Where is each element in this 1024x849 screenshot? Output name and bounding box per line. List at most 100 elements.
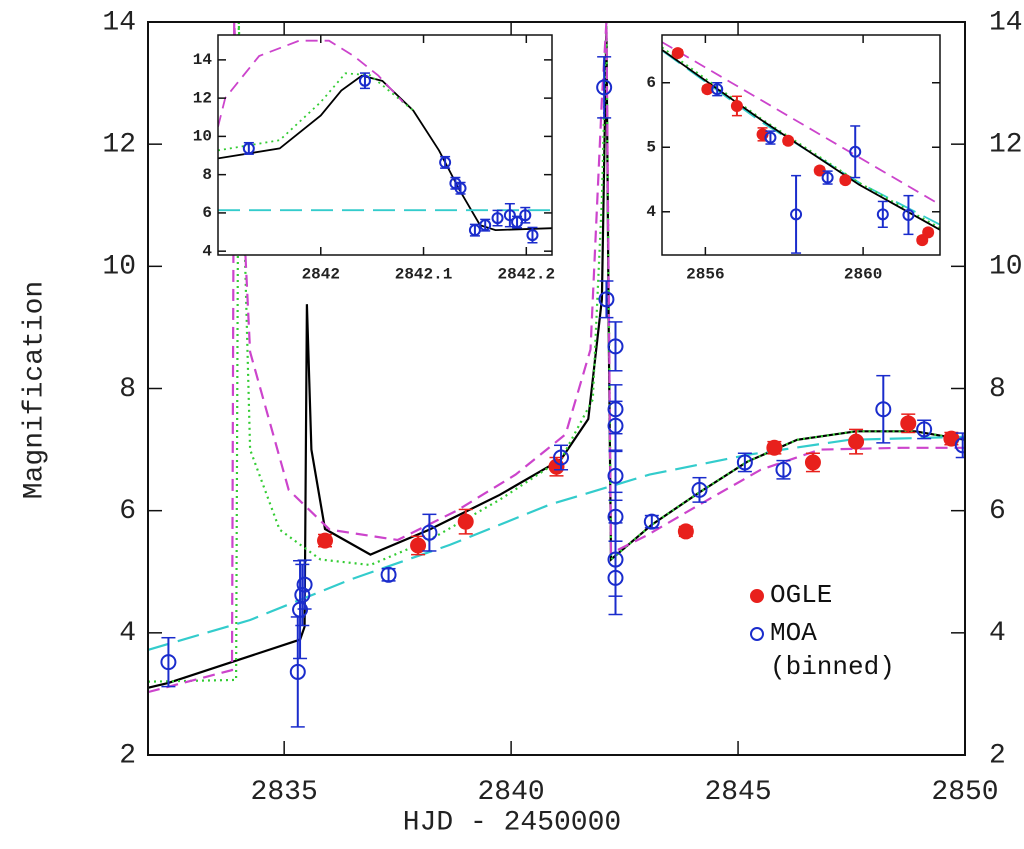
filled-point xyxy=(804,454,821,471)
model-curve xyxy=(662,41,940,206)
open-point xyxy=(421,524,438,541)
y-tick-label-right: 4 xyxy=(989,618,1006,649)
legend-marker xyxy=(750,589,764,603)
open-point xyxy=(607,569,624,586)
open-point xyxy=(439,156,452,169)
filled-point xyxy=(671,47,684,60)
open-point xyxy=(764,131,777,144)
filled-point xyxy=(900,415,917,432)
open-point xyxy=(289,663,306,680)
legend-item: OGLE xyxy=(748,578,928,612)
open-point xyxy=(596,79,613,96)
plot-area xyxy=(218,39,552,244)
open-point xyxy=(526,229,539,242)
open-point xyxy=(643,513,660,530)
open-point xyxy=(598,291,615,308)
filled-point xyxy=(701,83,714,96)
open-point xyxy=(954,437,965,454)
axes-frame xyxy=(217,34,553,256)
x-tick-label: 2835 xyxy=(251,777,318,808)
model-curve xyxy=(218,39,404,128)
open-point xyxy=(607,467,624,484)
model-curve xyxy=(662,49,940,231)
y-tick-label: 2 xyxy=(119,740,136,771)
filled-point xyxy=(839,174,852,187)
filled-point xyxy=(766,439,783,456)
open-point xyxy=(503,209,516,222)
open-point xyxy=(511,216,524,229)
x-tick-label: 2842 xyxy=(302,265,340,283)
y-tick-label: 6 xyxy=(202,204,212,222)
legend-label: MOA (binned) xyxy=(770,618,895,682)
filled-point xyxy=(943,430,960,447)
open-point xyxy=(553,449,570,466)
model-curve xyxy=(662,46,940,229)
y-tick-label: 10 xyxy=(193,128,212,146)
open-point xyxy=(607,417,624,434)
open-point xyxy=(296,576,313,593)
inset-background xyxy=(218,35,552,255)
y-tick-label: 14 xyxy=(193,51,213,69)
open-point xyxy=(294,586,311,603)
open-point xyxy=(916,421,933,438)
open-point xyxy=(607,338,624,355)
y-axis-label: Magnification xyxy=(19,281,50,499)
open-point xyxy=(380,566,397,583)
open-point xyxy=(736,454,753,471)
open-point xyxy=(849,145,862,158)
plot-area xyxy=(662,41,940,254)
plot-area xyxy=(148,22,965,728)
axes-frame xyxy=(661,34,941,256)
filled-point xyxy=(410,537,427,554)
x-tick-label: 2860 xyxy=(844,265,882,283)
y-tick-label: 6 xyxy=(646,74,656,92)
model-curve xyxy=(148,435,965,651)
open-point xyxy=(468,224,481,237)
y-tick-label: 4 xyxy=(119,618,136,649)
main-chart: 2835 2840 2845 2850 2 2 4 4 6 6 8 8 10 10 12 12 14 14 xyxy=(102,7,1022,807)
inset-chart: 2856 2860 4 5 6 xyxy=(646,34,941,283)
filled-point xyxy=(317,532,334,549)
y-tick-label: 12 xyxy=(102,130,136,161)
filled-point xyxy=(457,513,474,530)
y-tick-label-right: 6 xyxy=(989,496,1006,527)
legend: OGLE MOA (binned) xyxy=(748,578,928,688)
y-tick-label-right: 14 xyxy=(989,7,1023,38)
y-tick-label: 6 xyxy=(119,496,136,527)
x-tick-label: 2845 xyxy=(704,777,771,808)
filled-point xyxy=(677,523,694,540)
model-curve xyxy=(218,74,552,232)
filled-point xyxy=(730,99,743,112)
open-point xyxy=(358,74,371,87)
open-point xyxy=(775,461,792,478)
y-tick-label: 5 xyxy=(646,138,656,156)
x-tick-label: 2842.2 xyxy=(498,265,556,283)
open-point xyxy=(691,481,708,498)
open-point xyxy=(821,171,834,184)
open-point xyxy=(876,208,889,221)
y-tick-label: 8 xyxy=(202,166,212,184)
filled-point xyxy=(782,134,795,147)
x-tick-label: 2840 xyxy=(478,777,545,808)
open-point xyxy=(519,209,532,222)
legend-symbol xyxy=(750,589,764,603)
open-point xyxy=(491,212,504,225)
y-tick-label-right: 12 xyxy=(989,130,1023,161)
open-point xyxy=(160,654,177,671)
legend-symbol xyxy=(750,627,764,641)
y-tick-label: 4 xyxy=(202,242,212,260)
legend-marker xyxy=(750,627,764,641)
open-point xyxy=(790,208,803,221)
open-point xyxy=(902,209,915,221)
model-curve xyxy=(148,22,965,694)
x-tick-label: 2850 xyxy=(931,777,998,808)
open-point xyxy=(479,219,492,232)
y-tick-label: 4 xyxy=(646,203,656,221)
open-point xyxy=(454,182,467,195)
open-point xyxy=(875,401,892,418)
y-tick-label: 8 xyxy=(119,374,136,405)
y-tick-label-right: 10 xyxy=(989,252,1023,283)
legend-item: MOA (binned) xyxy=(748,616,928,684)
